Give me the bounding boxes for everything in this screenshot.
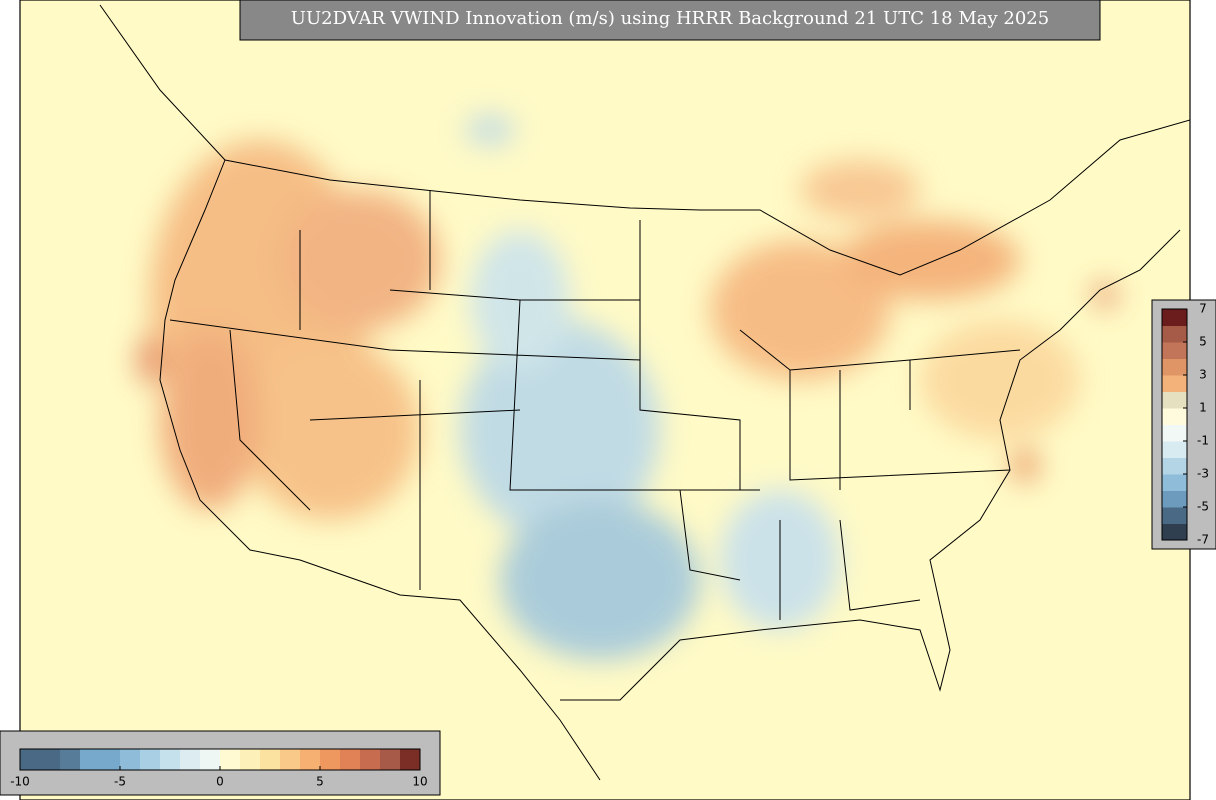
title: UU2DVAR VWIND Innovation (m/s) using HRR… (291, 8, 1049, 29)
colorbar-segment (400, 749, 421, 770)
colorbar-segment (1162, 507, 1187, 524)
colorbar-tick-label: 3 (1199, 368, 1207, 382)
state-line (169, 190, 1021, 620)
colorbar-segment (40, 749, 61, 770)
colorbar-segment (60, 749, 81, 770)
colorbar-segment (280, 749, 301, 770)
title-box (239, 0, 1101, 41)
colorbar-tick-label: 0 (216, 775, 224, 789)
colorbar-segment (300, 749, 321, 770)
colorbar-segment (1162, 342, 1187, 359)
colorbar-segment (360, 749, 381, 770)
colorbar-segment (1162, 441, 1187, 458)
coastline (159, 159, 601, 781)
border-line (99, 4, 1190, 276)
map (20, 0, 1190, 800)
colorbar-tick-label: 7 (1199, 302, 1207, 316)
colorbar-segment (1162, 424, 1187, 442)
colorbar-segment (320, 749, 341, 770)
innovation-field (138, 115, 1117, 660)
colorbar-segment (220, 749, 241, 770)
colorbar-tick-label: -3 (1197, 467, 1209, 481)
colorbar-segment (140, 749, 161, 770)
coastline (560, 229, 1181, 701)
colorbar-segment (1162, 309, 1187, 326)
colorbar-segment (1162, 325, 1187, 343)
colorbar-segment (1162, 523, 1187, 541)
colorbar-segment (1162, 408, 1187, 425)
colorbar-segment (1162, 375, 1187, 392)
colorbar-outline (1161, 308, 1188, 541)
colorbar-segment (1162, 358, 1187, 376)
colorbar-tick-label: -5 (1197, 500, 1209, 514)
colorbar-segment (1162, 391, 1187, 409)
colorbar-segment (80, 749, 101, 770)
colorbar-segment (180, 749, 201, 770)
colorbar-segment (1162, 457, 1187, 475)
colorbar-segment (120, 749, 141, 770)
colorbar-tick-label: -1 (1197, 434, 1209, 448)
colorbar-segment (160, 749, 181, 770)
colorbar-segment (260, 749, 281, 770)
colorbar-segment (340, 749, 361, 770)
colorbar-segment (20, 749, 41, 770)
colorbar-tick-label: -10 (10, 775, 30, 789)
colorbar-tick-label: 10 (412, 775, 427, 789)
colorbar-segment (240, 749, 261, 770)
colorbar-tick-label: 5 (316, 775, 324, 789)
colorbar-segment (200, 749, 221, 770)
colorbar-segment (100, 749, 121, 770)
colorbar-tick-label: 1 (1199, 401, 1207, 415)
colorbar-tick-label: 5 (1199, 335, 1207, 349)
colorbar-tick-label: -7 (1197, 533, 1209, 547)
colorbar-segment (1162, 474, 1187, 491)
colorbar-segment (380, 749, 401, 770)
colorbar-tick-label: -5 (114, 775, 126, 789)
colorbar-segment (1162, 490, 1187, 508)
